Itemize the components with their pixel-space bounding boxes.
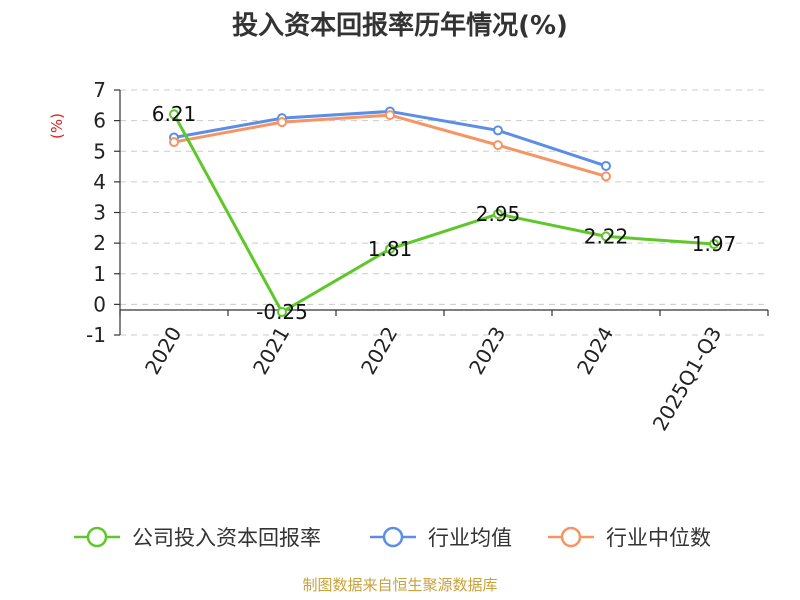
data-point — [277, 307, 287, 318]
series-line — [172, 113, 715, 314]
data-label: 1.81 — [368, 237, 413, 261]
x-tick-label: 2024 — [572, 323, 618, 379]
y-tick-label: 2 — [93, 231, 106, 255]
source-note: 制图数据来自恒生聚源数据库 — [302, 576, 497, 594]
y-tick-label: 0 — [93, 292, 106, 316]
x-tick-label: 2020 — [140, 323, 186, 379]
data-point — [385, 243, 395, 254]
data-point — [709, 239, 719, 250]
y-tick-label: -1 — [86, 323, 106, 347]
data-point — [493, 140, 503, 151]
legend-item[interactable]: 公司投入资本回报率 — [74, 526, 321, 550]
y-tick-label: 5 — [93, 139, 106, 163]
y-tick-label: 7 — [93, 78, 106, 102]
data-point — [601, 160, 611, 171]
y-tick-label: 3 — [93, 201, 106, 225]
data-point — [601, 171, 611, 182]
data-point — [385, 110, 395, 121]
data-point — [277, 117, 287, 128]
series-lines — [169, 106, 719, 318]
y-tick-label: 6 — [93, 109, 106, 133]
legend-label: 行业中位数 — [606, 526, 711, 550]
y-tick-label: 4 — [93, 170, 106, 194]
legend-marker — [86, 526, 108, 548]
data-label: -0.25 — [256, 300, 308, 324]
legend-label: 行业均值 — [428, 526, 512, 550]
x-tick-label: 2021 — [248, 323, 294, 379]
legend-label: 公司投入资本回报率 — [132, 526, 321, 550]
data-label: 1.97 — [692, 232, 737, 256]
data-label: 2.95 — [476, 202, 521, 226]
y-axis-unit-label: (%) — [48, 113, 66, 139]
data-label: 6.21 — [152, 102, 197, 126]
data-point — [493, 209, 503, 220]
legend-marker — [382, 526, 404, 548]
gridlines — [120, 89, 768, 336]
legend-item[interactable]: 行业均值 — [370, 526, 512, 550]
legend-item[interactable]: 行业中位数 — [548, 526, 711, 550]
legend-marker — [560, 526, 582, 548]
x-tick-label: 2022 — [356, 323, 402, 379]
x-axis-ticks: 2020 2021 2022 2023 2024 2025Q1-Q3 — [140, 323, 726, 435]
data-labels: 6.21 -0.25 1.81 2.95 2.22 1.97 — [152, 102, 737, 324]
data-point — [601, 231, 611, 242]
chart-title: 投入资本回报率历年情况(%) — [232, 10, 568, 41]
y-tick-label: 1 — [93, 262, 106, 286]
data-label: 2.22 — [584, 224, 629, 248]
data-point — [169, 109, 179, 120]
data-point — [493, 125, 503, 136]
x-tick-label: 2023 — [464, 323, 510, 379]
x-tick-label: 2025Q1-Q3 — [648, 323, 727, 435]
legend[interactable]: 公司投入资本回报率 行业均值 行业中位数 — [74, 526, 711, 550]
y-axis-ticks: 7 6 5 4 3 2 1 0 -1 — [86, 78, 120, 347]
data-point — [169, 137, 179, 148]
